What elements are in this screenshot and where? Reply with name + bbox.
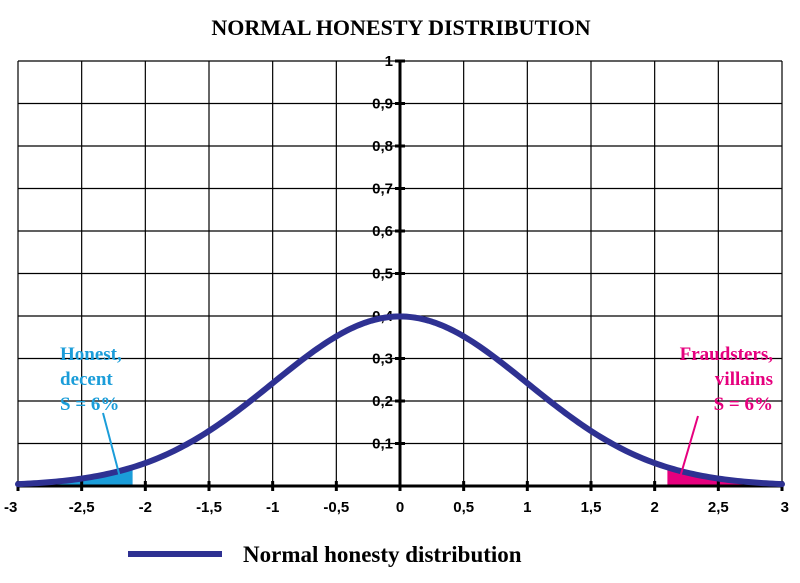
y-tick-label: 0,5: [372, 266, 393, 283]
y-tick-label: 0,1: [372, 436, 393, 453]
annotation-honest: Honest, decent S = 6%: [60, 344, 122, 478]
legend-label: Normal honesty distribution: [243, 542, 522, 567]
y-tick-label: 0,3: [372, 351, 393, 368]
legend: Normal honesty distribution: [128, 542, 522, 567]
annotation-fraudsters: Fraudsters, villains S = 6%: [679, 344, 774, 478]
x-tick-label: 1,5: [581, 499, 602, 516]
x-tick-label: -1: [266, 499, 279, 516]
x-tick-label: 0,5: [453, 499, 474, 516]
tick-labels: -3 -2,5 -2 -1,5 -1 -0,5 0 0,5 1 1,5 2 2,5 3 0,1 0,2 0,3…: [4, 53, 789, 516]
y-tick-label: 0,9: [372, 96, 393, 113]
x-tick-label: -1,5: [196, 499, 222, 516]
annotation-fraudsters-pointer: [679, 415, 699, 478]
axes: [16, 59, 784, 491]
shaded-region-fraudsters: [667, 467, 782, 486]
annotation-fraudsters-text: Fraudsters, villains S = 6%: [680, 344, 774, 415]
x-tick-label: -3: [4, 499, 17, 516]
annotation-honest-text: Honest, decent S = 6%: [60, 344, 122, 415]
x-tick-label: 1: [523, 499, 531, 516]
x-tick-label: 3: [781, 499, 789, 516]
annotations: Honest, decent S = 6% Fraudsters, villains S …: [60, 344, 774, 478]
annotation-line: S = 6%: [60, 394, 119, 415]
shaded-regions: [18, 467, 782, 486]
x-tick-label: 2: [650, 499, 658, 516]
annotation-line: Fraudsters,: [680, 344, 774, 365]
y-tick-label: 0,7: [372, 181, 393, 198]
x-tick-label: -2: [139, 499, 152, 516]
annotation-line: villains: [715, 369, 773, 390]
chart-title: NORMAL HONESTY DISTRIBUTION: [211, 15, 590, 40]
annotation-line: decent: [60, 369, 113, 390]
x-tick-label: -2,5: [69, 499, 95, 516]
x-tick-label: 2,5: [708, 499, 729, 516]
y-tick-label: 0,8: [372, 138, 393, 155]
y-tick-label: 1: [385, 53, 393, 70]
x-tick-label: 0: [396, 499, 404, 516]
annotation-line: S = 6%: [714, 394, 773, 415]
y-tick-label: 0,2: [372, 393, 393, 410]
y-tick-label: 0,6: [372, 223, 393, 240]
annotation-honest-pointer: [102, 412, 121, 478]
shaded-region-honest: [18, 467, 133, 486]
curve-layer: [15, 313, 785, 488]
annotation-line: Honest,: [60, 344, 122, 365]
x-tick-label: -0,5: [323, 499, 349, 516]
series-line-normal-honesty: [15, 313, 785, 488]
